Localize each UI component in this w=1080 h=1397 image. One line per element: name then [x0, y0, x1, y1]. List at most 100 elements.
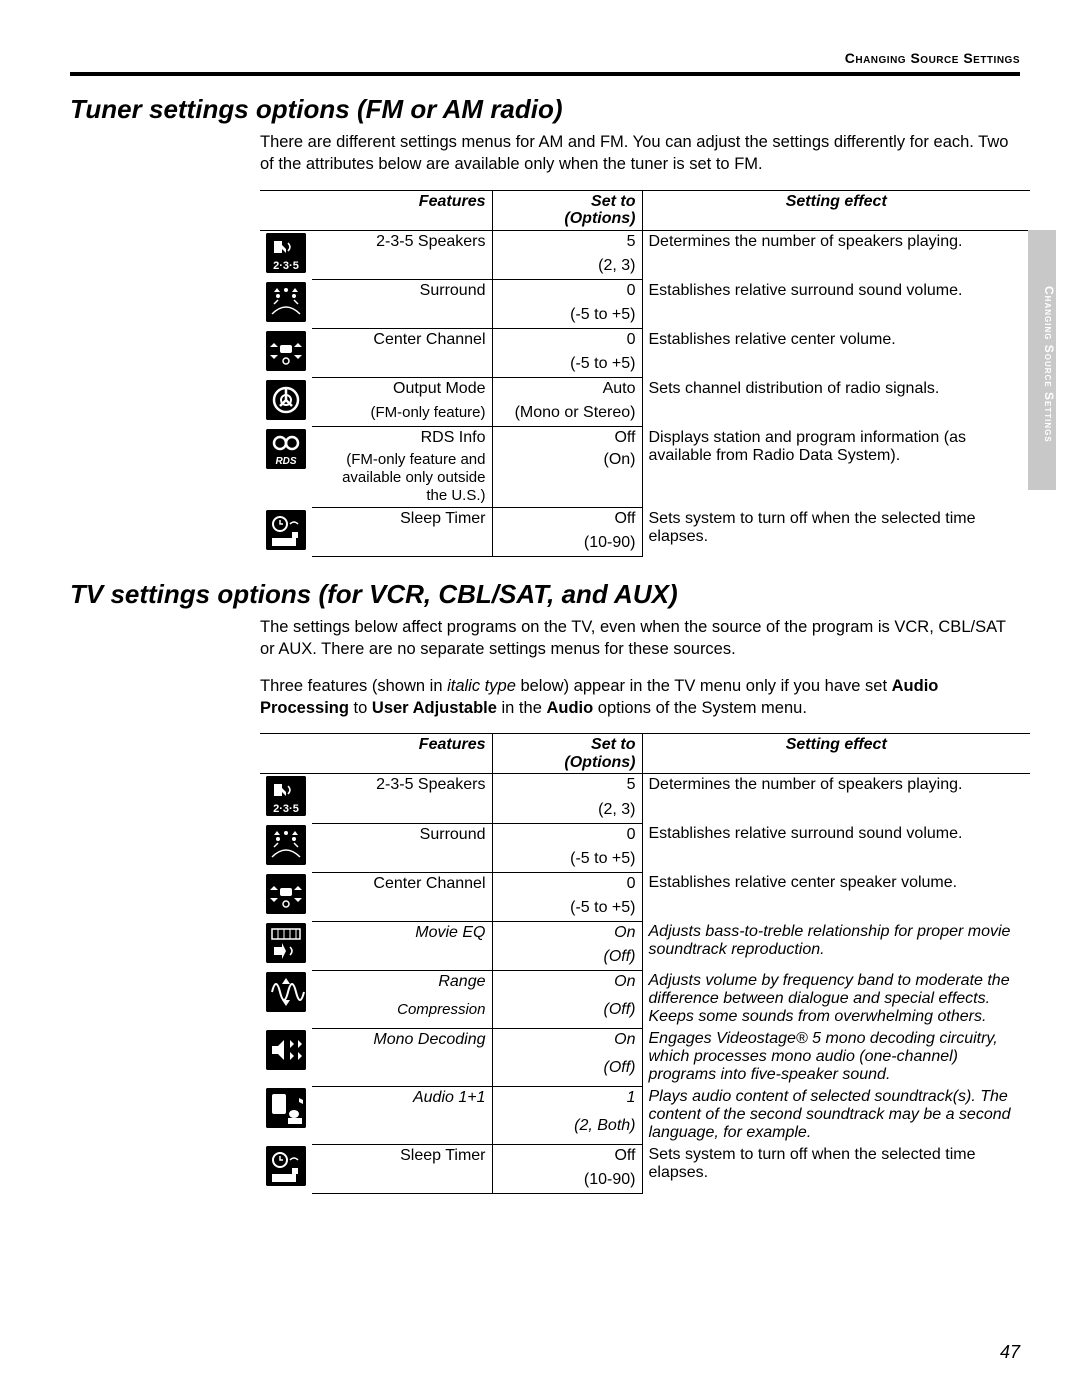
intro2-b2: User Adjustable [372, 699, 497, 717]
th-options: Set to (Options) [492, 190, 642, 230]
effect-cell: Establishes relative surround sound volu… [642, 280, 1030, 329]
effect-cell: Establishes relative surround sound volu… [642, 823, 1030, 872]
setto-cell: Auto [492, 378, 642, 403]
feature-cell: Mono Decoding [312, 1028, 492, 1057]
th-options: Set to (Options) [492, 734, 642, 774]
tuner-settings-table: Features Set to (Options) Setting effect… [260, 190, 1030, 558]
header-rule [70, 72, 1020, 76]
options-cell: (Off) [492, 1057, 642, 1086]
intro2-mid3: in the [497, 699, 547, 717]
section1-intro: There are different settings menus for A… [260, 131, 1020, 176]
feature-cell: 2-3-5 Speakers [312, 774, 492, 799]
setto-cell: On [492, 1028, 642, 1057]
setto-cell: 5 [492, 230, 642, 255]
feature-sub-cell [312, 304, 492, 329]
setto-cell: 0 [492, 329, 642, 354]
feature-cell: Range [312, 970, 492, 999]
th-effect: Setting effect [642, 190, 1030, 230]
surround-icon [260, 280, 312, 329]
effect-cell: Plays audio content of selected soundtra… [642, 1086, 1030, 1144]
intro2-end: options of the System menu. [593, 699, 807, 717]
th-options-label: (Options) [499, 210, 636, 228]
feature-sub-cell [312, 946, 492, 971]
effect-cell: Establishes relative center speaker volu… [642, 872, 1030, 921]
surround-icon [260, 823, 312, 872]
feature-sub-cell [312, 353, 492, 378]
setto-cell: On [492, 921, 642, 946]
options-cell: (-5 to +5) [492, 353, 642, 378]
feature-cell: Center Channel [312, 329, 492, 354]
effect-cell: Determines the number of speakers playin… [642, 230, 1030, 280]
sleep-timer-icon [260, 1144, 312, 1193]
th-icon [260, 190, 312, 230]
feature-sub-cell [312, 1115, 492, 1144]
feature-sub-cell [312, 848, 492, 873]
feature-cell: Sleep Timer [312, 508, 492, 533]
output-mode-icon [260, 378, 312, 427]
th-features: Features [312, 734, 492, 774]
svg-text:2·3·5: 2·3·5 [273, 260, 299, 272]
side-tab: Changing Source Settings [1028, 230, 1056, 490]
setto-cell: Off [492, 1144, 642, 1169]
feature-cell: Surround [312, 280, 492, 305]
options-cell: (10-90) [492, 532, 642, 557]
options-cell: (2, Both) [492, 1115, 642, 1144]
section1-title: Tuner settings options (FM or AM radio) [70, 94, 1020, 125]
options-cell: (Off) [492, 999, 642, 1028]
feature-sub-cell [312, 255, 492, 280]
page-number: 47 [1000, 1342, 1020, 1363]
intro2-ital: italic type [447, 677, 516, 695]
effect-cell: Sets system to turn off when the selecte… [642, 1144, 1030, 1193]
svg-text:RDS: RDS [275, 456, 296, 467]
effect-cell: Sets system to turn off when the selecte… [642, 508, 1030, 557]
feature-cell: Audio 1+1 [312, 1086, 492, 1115]
center-channel-icon [260, 872, 312, 921]
th-setto-label: Set to [499, 193, 636, 211]
rds-icon: RDS [260, 427, 312, 508]
feature-cell: Surround [312, 823, 492, 848]
th-setto-label: Set to [499, 736, 636, 754]
options-cell: (2, 3) [492, 799, 642, 824]
svg-text:2·3·5: 2·3·5 [273, 803, 299, 815]
setto-cell: 0 [492, 872, 642, 897]
running-head: Changing Source Settings [70, 50, 1020, 66]
feature-cell: Output Mode [312, 378, 492, 403]
th-effect: Setting effect [642, 734, 1030, 774]
feature-sub-cell [312, 532, 492, 557]
intro2-mid2: to [349, 699, 372, 717]
effect-cell: Sets channel distribution of radio signa… [642, 378, 1030, 427]
options-cell: (-5 to +5) [492, 304, 642, 329]
feature-sub-cell: (FM-only feature and available only outs… [312, 449, 492, 508]
options-cell: (-5 to +5) [492, 897, 642, 922]
speakers-235-icon: 2·3·5 [260, 774, 312, 824]
th-options-label: (Options) [499, 754, 636, 772]
feature-sub-cell [312, 1057, 492, 1086]
manual-page: Changing Source Settings Changing Source… [0, 0, 1080, 1397]
feature-sub-cell [312, 1169, 492, 1194]
feature-cell: Center Channel [312, 872, 492, 897]
range-compression-icon [260, 970, 312, 1028]
center-channel-icon [260, 329, 312, 378]
effect-cell: Engages Videostage® 5 mono decoding circ… [642, 1028, 1030, 1086]
feature-sub-cell: Compression [312, 999, 492, 1028]
setto-cell: Off [492, 427, 642, 450]
feature-cell: Movie EQ [312, 921, 492, 946]
options-cell: (-5 to +5) [492, 848, 642, 873]
setto-cell: 0 [492, 823, 642, 848]
effect-cell: Adjusts volume by frequency band to mode… [642, 970, 1030, 1028]
effect-cell: Establishes relative center volume. [642, 329, 1030, 378]
intro2-pre: Three features (shown in [260, 677, 447, 695]
mono-decoding-icon [260, 1028, 312, 1086]
options-cell: (Off) [492, 946, 642, 971]
options-cell: (Mono or Stereo) [492, 402, 642, 427]
feature-sub-cell: (FM-only feature) [312, 402, 492, 427]
section2-intro2: Three features (shown in italic type bel… [260, 675, 1020, 720]
section2-title: TV settings options (for VCR, CBL/SAT, a… [70, 579, 1020, 610]
options-cell: (10-90) [492, 1169, 642, 1194]
section2-intro1: The settings below affect programs on th… [260, 616, 1020, 661]
effect-cell: Determines the number of speakers playin… [642, 774, 1030, 824]
setto-cell: Off [492, 508, 642, 533]
setto-cell: 5 [492, 774, 642, 799]
setto-cell: 0 [492, 280, 642, 305]
setto-cell: On [492, 970, 642, 999]
